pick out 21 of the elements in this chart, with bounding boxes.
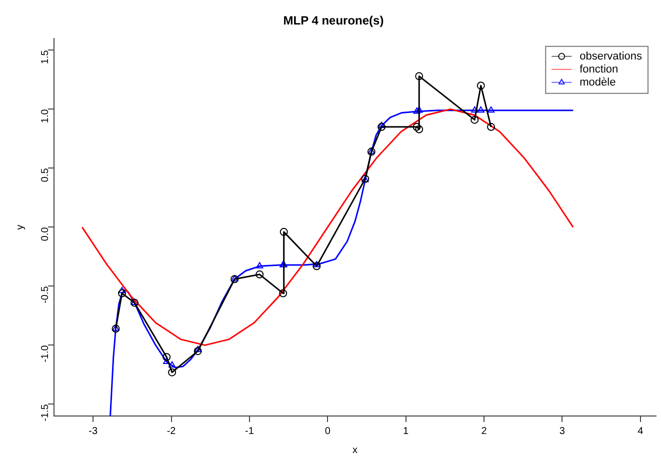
y-tick-label: -1.5 (40, 404, 51, 422)
x-axis-title: x (352, 444, 358, 456)
x-tick-label: 2 (481, 426, 488, 437)
x-tick-label: -1 (245, 426, 254, 437)
y-tick-label: 0.5 (40, 168, 51, 182)
x-tick-label: 4 (638, 426, 644, 437)
y-tick-label: -1.0 (40, 344, 51, 362)
x-tick-label: 3 (559, 426, 566, 437)
x-tick-label: -2 (166, 426, 176, 437)
x-tick-label: 0 (324, 426, 331, 437)
y-tick-label: 1.5 (40, 50, 51, 64)
y-tick-label: 0.0 (40, 226, 51, 242)
y-tick-label: 1.0 (40, 108, 51, 124)
x-tick-label: 1 (403, 426, 410, 437)
legend-label: fonction (580, 63, 618, 76)
legend-label: observations (580, 50, 642, 62)
x-tick-label: -3 (88, 426, 98, 437)
y-axis-title: y (14, 224, 26, 230)
legend-label: modèle (580, 76, 616, 88)
y-tick-label: -0.5 (40, 286, 51, 304)
chart-title: MLP 4 neurone(s) (283, 14, 384, 28)
